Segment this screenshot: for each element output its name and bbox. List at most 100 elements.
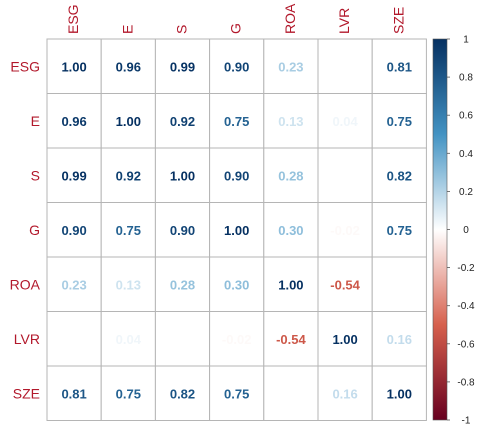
cell-value: 1.00 xyxy=(224,223,249,238)
cell-value: 0.13 xyxy=(278,114,303,129)
cell-sze-e xyxy=(100,365,156,421)
cell-value: 0.90 xyxy=(61,223,86,238)
cell-esg-sze xyxy=(371,38,427,94)
heatmap-cells: 1.00 0.96 0.99 0.90 0.23 0.81 0.96 1.00 0.92 0.75… xyxy=(46,38,427,421)
cell-value: 0.75 xyxy=(224,386,249,401)
cell-sze-s xyxy=(154,365,211,421)
row-label-s: S xyxy=(31,167,40,183)
cell-g-esg xyxy=(46,202,102,258)
cell-value: 0.81 xyxy=(387,59,412,74)
cell-value: 0.75 xyxy=(387,114,412,129)
cell-value: 0.90 xyxy=(224,168,249,183)
cell-value: 0.92 xyxy=(116,168,141,183)
cell-value: 0.90 xyxy=(224,59,249,74)
colorbar-tick-label: -0.8 xyxy=(457,377,475,388)
row-label-g: G xyxy=(29,222,40,238)
colorbar-tick-label: 1 xyxy=(463,35,469,46)
colorbar-tick-label: 0 xyxy=(463,225,469,236)
cell-s-roa xyxy=(263,147,319,203)
cell-lvr-sze xyxy=(371,311,427,367)
colorbar-tick-label: -0.6 xyxy=(457,339,475,350)
cell-value: 0.16 xyxy=(332,386,357,401)
cell-value: 0.82 xyxy=(387,168,412,183)
cell-roa-roa xyxy=(263,256,319,312)
colorbar-tick-label: -0.2 xyxy=(457,263,475,274)
cell-s-s xyxy=(154,147,211,203)
cell-value: 0.99 xyxy=(61,168,86,183)
row-label-esg: ESG xyxy=(10,58,40,74)
cell-roa-s xyxy=(154,256,211,312)
colorbar-tick-label: 0.2 xyxy=(459,187,473,198)
colorbar-tick-label: 0.8 xyxy=(459,73,473,84)
cell-value: 0.28 xyxy=(278,168,303,183)
row-label-sze: SZE xyxy=(13,385,40,401)
cell-e-e xyxy=(100,93,156,149)
cell-lvr-lvr xyxy=(317,311,373,367)
column-label-g: G xyxy=(228,23,244,34)
cell-value: 0.75 xyxy=(116,386,141,401)
cell-s-sze xyxy=(371,147,427,203)
cell-esg-esg xyxy=(46,38,102,94)
cell-value: 1.00 xyxy=(61,59,86,74)
cell-value: -0.54 xyxy=(276,332,306,347)
column-label-esg: ESG xyxy=(65,4,81,34)
cell-e-lvr xyxy=(317,93,373,149)
cell-value: 1.00 xyxy=(116,114,141,129)
cell-esg-s xyxy=(154,38,211,94)
cell-value: 0.13 xyxy=(116,277,141,292)
colorbar: 1 0.8 0.6 0.4 0.2 0 -0.2 -0.4 -0.6 -0.8 -1 xyxy=(432,35,475,427)
cell-value: 1.00 xyxy=(387,386,412,401)
cell-esg-e xyxy=(100,38,156,94)
colorbar-tick-label: 0.4 xyxy=(459,149,473,160)
cell-value: 0.75 xyxy=(116,223,141,238)
cell-value: 0.82 xyxy=(170,386,195,401)
cell-roa-e xyxy=(100,256,156,312)
cell-value: 0.92 xyxy=(170,114,195,129)
cell-sze-lvr xyxy=(317,365,373,421)
column-label-lvr: LVR xyxy=(336,8,352,34)
row-label-lvr: LVR xyxy=(14,331,40,347)
cell-value: 0.30 xyxy=(278,223,303,238)
column-labels: ESG E S G ROA LVR SZE xyxy=(65,3,406,34)
cell-sze-roa xyxy=(263,365,319,421)
cell-esg-lvr xyxy=(317,38,373,94)
cell-s-g xyxy=(209,147,265,203)
cell-value: 0.96 xyxy=(116,59,141,74)
cell-lvr-esg xyxy=(46,311,102,367)
cell-value: -0.54 xyxy=(330,277,360,292)
cell-value: 0.23 xyxy=(278,59,303,74)
cell-sze-sze xyxy=(371,365,427,421)
column-label-roa: ROA xyxy=(282,3,298,34)
cell-value: 0.99 xyxy=(170,59,195,74)
cell-sze-g xyxy=(209,365,265,421)
cell-g-sze xyxy=(371,202,427,258)
column-label-e: E xyxy=(119,25,135,34)
cell-sze-esg xyxy=(46,365,102,421)
cell-g-s xyxy=(154,202,211,258)
cell-value: 1.00 xyxy=(278,277,303,292)
cell-value: 0.04 xyxy=(332,114,358,129)
colorbar-tick-label: -1 xyxy=(462,416,471,427)
cell-s-esg xyxy=(46,147,102,203)
cell-value: 1.00 xyxy=(332,332,357,347)
cell-value: 0.90 xyxy=(170,223,195,238)
cell-value: 0.04 xyxy=(116,332,142,347)
cell-lvr-s xyxy=(154,311,211,367)
cell-value: -0.02 xyxy=(222,332,252,347)
cell-value: 0.30 xyxy=(224,277,249,292)
cell-value: -0.02 xyxy=(330,223,360,238)
colorbar-gradient xyxy=(432,38,448,421)
colorbar-tick-label: 0.6 xyxy=(459,111,473,122)
row-label-roa: ROA xyxy=(10,276,41,292)
cell-e-g xyxy=(209,93,265,149)
row-label-e: E xyxy=(31,113,40,129)
cell-value: 0.81 xyxy=(61,386,86,401)
colorbar-tick-label: -0.4 xyxy=(457,301,475,312)
cell-value: 0.28 xyxy=(170,277,195,292)
cell-value: 0.23 xyxy=(61,277,86,292)
column-label-sze: SZE xyxy=(390,7,406,34)
cell-value: 0.96 xyxy=(61,114,86,129)
cell-roa-esg xyxy=(46,256,102,312)
